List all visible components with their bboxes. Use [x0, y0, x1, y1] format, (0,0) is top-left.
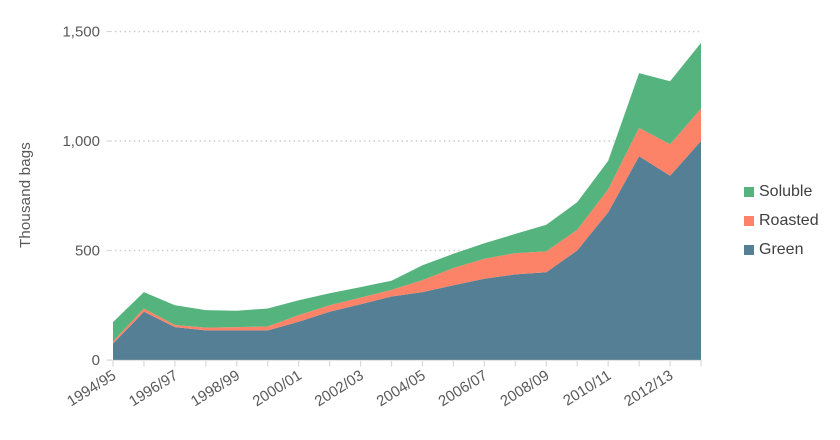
- x-tick-label: 1998/99: [188, 367, 243, 410]
- y-axis-title: Thousand bags: [17, 142, 34, 249]
- x-tick-label: 1994/95: [64, 367, 119, 410]
- legend: Soluble Roasted Green: [744, 182, 819, 259]
- x-tick-label: 2008/09: [497, 367, 552, 410]
- x-tick-label: 2012/13: [621, 367, 676, 410]
- y-tick-label: 1,000: [62, 133, 100, 150]
- y-tick-label: 1,500: [62, 24, 100, 41]
- y-tick-label: 500: [75, 243, 100, 260]
- legend-item-green[interactable]: Green: [744, 240, 819, 259]
- x-tick-label: 2002/03: [312, 367, 367, 410]
- area-roasted: [113, 108, 701, 344]
- legend-label-soluble: Soluble: [759, 183, 813, 200]
- x-tick-label: 2010/11: [560, 367, 614, 410]
- x-tick-label: 2006/07: [435, 367, 490, 410]
- soluble-swatch-icon: [744, 186, 754, 197]
- legend-label-green: Green: [759, 241, 804, 258]
- x-tick-label: 2004/05: [374, 367, 429, 410]
- roasted-swatch-icon: [744, 215, 754, 226]
- x-tick-label: 2000/01: [250, 367, 305, 410]
- x-tick-label: 1996/97: [126, 367, 181, 410]
- y-tick-label: 0: [92, 352, 100, 369]
- legend-label-roasted: Roasted: [759, 212, 819, 229]
- area-green: [113, 141, 701, 360]
- area-soluble: [113, 42, 701, 342]
- green-swatch-icon: [744, 244, 754, 255]
- legend-item-roasted[interactable]: Roasted: [744, 211, 819, 230]
- legend-item-soluble[interactable]: Soluble: [744, 182, 819, 201]
